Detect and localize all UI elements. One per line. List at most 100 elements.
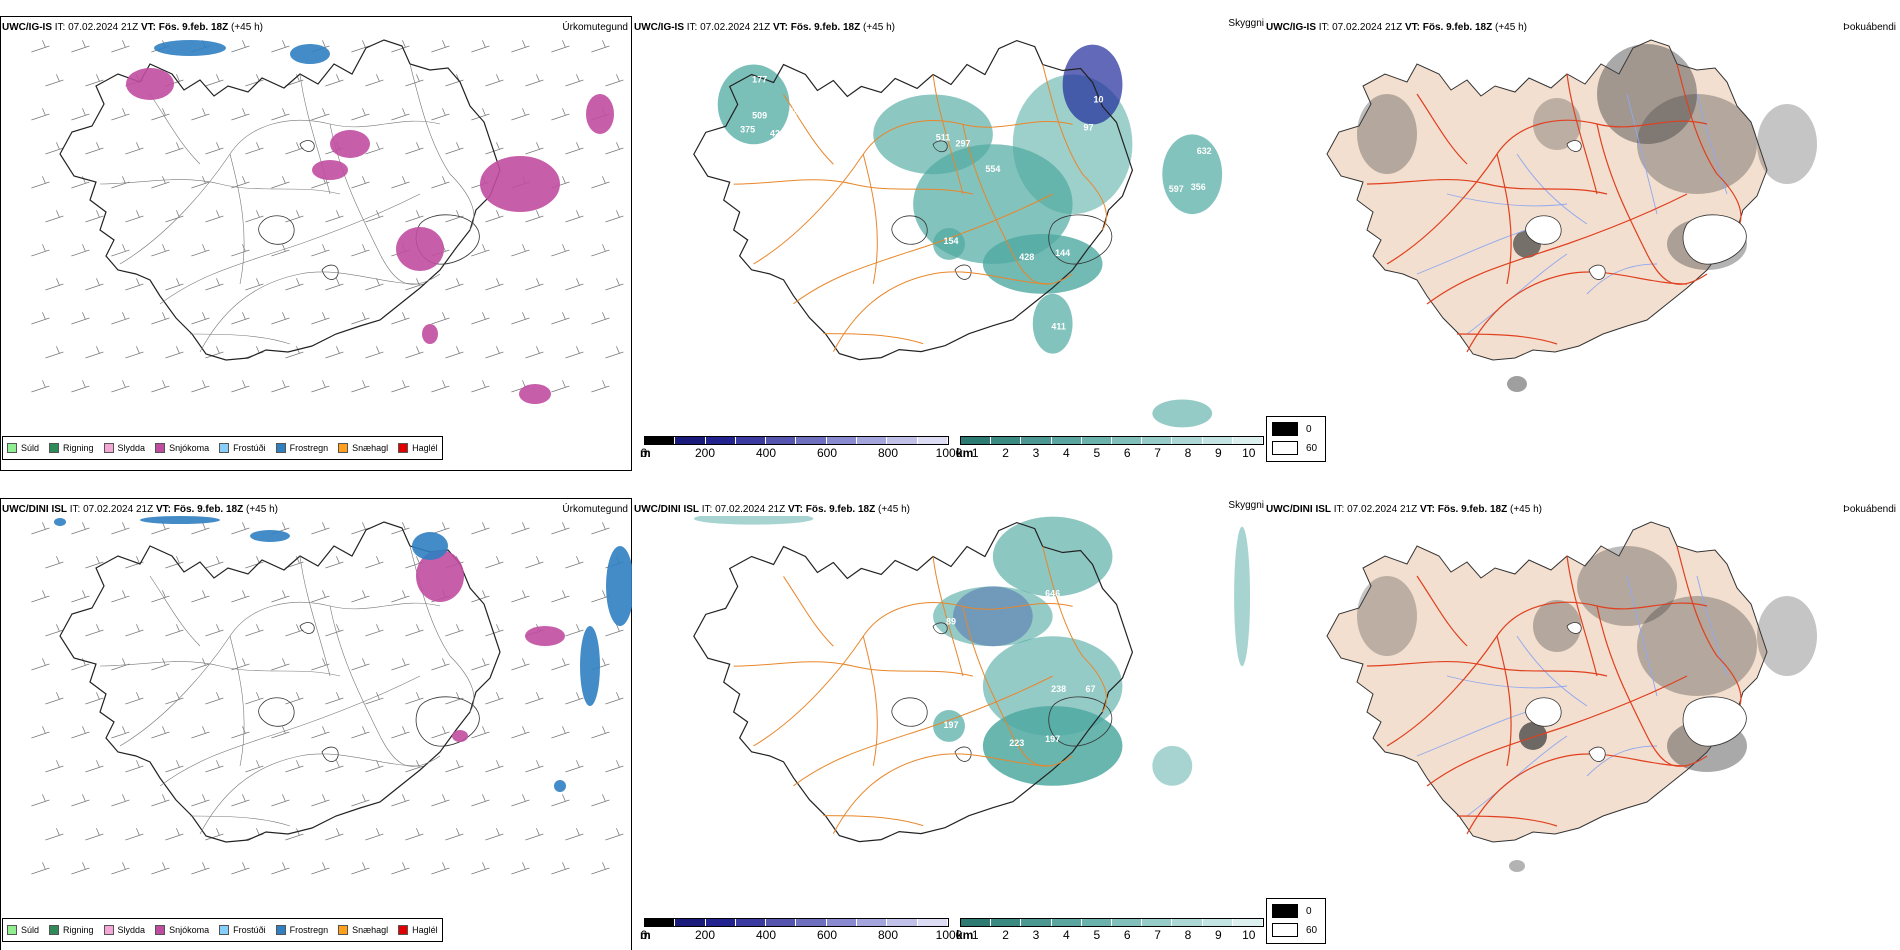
wind-barb — [71, 176, 90, 189]
legend-swatch — [275, 925, 286, 935]
wind-barb — [151, 108, 170, 121]
fog-area — [1519, 722, 1547, 750]
scale-meters: 0 200 400 600 800 1000 m — [640, 436, 962, 466]
wind-barb — [85, 74, 104, 87]
wind-barb — [485, 828, 504, 841]
glacier-outline — [1588, 264, 1606, 280]
legend-label: Frostregn — [289, 925, 329, 935]
scale-tick-label: 3 — [1032, 446, 1040, 460]
wind-barb — [485, 760, 504, 773]
visibility-label: 38 — [1080, 608, 1090, 618]
wind-barb — [125, 760, 144, 773]
panel-frame — [0, 16, 632, 471]
wind-barb — [271, 40, 290, 53]
precip-area — [140, 516, 220, 524]
visibility-label: 511 — [936, 132, 950, 142]
legend-swatch — [398, 443, 409, 453]
wind-barb — [85, 346, 104, 359]
iceland-land — [1326, 39, 1768, 361]
legend-swatch — [338, 443, 349, 453]
visibility-map: 177 509 48 375 428 511 297 554 10 97 632 552 597 356 7… — [693, 39, 1223, 428]
wind-barb — [325, 210, 344, 223]
scale-step — [645, 919, 676, 926]
precip-area — [525, 626, 565, 646]
wind-barb — [125, 624, 144, 637]
wind-barb — [325, 692, 344, 705]
wind-barb — [71, 658, 90, 671]
legend-label: Snjókoma — [169, 443, 210, 453]
road-line — [862, 636, 878, 766]
fog-legend-swatch — [1272, 923, 1298, 937]
road-line — [1466, 753, 1688, 835]
wind-barb — [191, 862, 210, 875]
visibility-labels: 646 38 37 89 238 67 197 223 197 318 — [944, 588, 1158, 748]
wind-barb — [351, 380, 370, 393]
road-line — [1456, 333, 1558, 345]
precip-area — [422, 324, 438, 344]
wind-barb — [431, 176, 450, 189]
model-name: UWC/IG-IS — [2, 22, 52, 33]
wind-barb — [605, 278, 624, 291]
wind-barb — [205, 760, 224, 773]
scale-bar — [644, 436, 949, 445]
visibility-label: 67 — [1086, 684, 1096, 694]
precip-area — [54, 518, 66, 526]
wind-barb — [285, 142, 304, 155]
visibility-area — [1032, 293, 1073, 354]
wind-barb — [245, 556, 264, 569]
wind-barb — [485, 692, 504, 705]
wind-barb — [45, 760, 64, 773]
wind-barb — [311, 590, 330, 603]
visibility-label: 177 — [752, 74, 767, 84]
river-line — [1446, 675, 1568, 689]
wind-barb — [165, 556, 184, 569]
panel-header: UWC/DINI ISL IT: 07.02.2024 21Z VT: Fös.… — [634, 504, 910, 515]
legend-swatch — [7, 443, 17, 453]
visibility-area — [1162, 134, 1223, 215]
wind-barb — [165, 760, 184, 773]
glacier-outlines — [258, 140, 480, 280]
row-ig-is: UWC/IG-IS IT: 07.02.2024 21Z VT: Fös. 9.… — [0, 8, 1900, 478]
legend-item: Súld — [7, 443, 39, 453]
scale-tick-label: 8 — [1184, 928, 1192, 942]
scale-step — [705, 437, 736, 444]
glacier-outline — [1682, 696, 1747, 747]
scale-step — [1081, 919, 1113, 926]
glacier-outline — [1048, 214, 1113, 265]
wind-barb — [31, 176, 50, 189]
glacier-outline — [1566, 622, 1582, 634]
scale-tick-label: 5 — [1093, 446, 1101, 460]
legend-item: Frostregn — [275, 925, 329, 935]
legend-item: Snæhagl — [338, 925, 388, 935]
wind-barb — [205, 692, 224, 705]
precip-area — [586, 94, 614, 134]
model-name: UWC/DINI ISL — [1266, 504, 1331, 515]
scale-bar — [960, 436, 1264, 445]
wind-barb — [271, 312, 290, 325]
wind-barb — [231, 522, 250, 535]
wind-barb — [85, 210, 104, 223]
model-name: UWC/IG-IS — [1266, 22, 1316, 33]
visibility-label: 428 — [770, 128, 785, 138]
scale-step — [766, 437, 797, 444]
road-line — [1416, 93, 1468, 165]
fog-area — [1533, 600, 1581, 652]
wind-barb — [351, 522, 370, 535]
wind-barb — [71, 590, 90, 603]
wind-barb — [551, 380, 570, 393]
panel-header: UWC/IG-IS IT: 07.02.2024 21Z VT: Fös. 9.… — [634, 22, 895, 33]
scale-tick-label: 7 — [1154, 928, 1161, 942]
wind-barb — [325, 556, 344, 569]
wind-barb — [351, 590, 370, 603]
wind-barb — [565, 74, 584, 87]
wind-barb — [231, 40, 250, 53]
road-lines — [99, 63, 475, 353]
wind-barb — [471, 40, 490, 53]
visibility-area — [1152, 399, 1213, 428]
precip-type-panel: UWC/DINI ISL IT: 07.02.2024 21Z VT: Fös.… — [0, 490, 632, 950]
wind-barb — [311, 522, 330, 535]
wind-barb — [151, 176, 170, 189]
road-line — [159, 675, 421, 787]
wind-barb — [245, 278, 264, 291]
wind-barb — [605, 624, 624, 637]
